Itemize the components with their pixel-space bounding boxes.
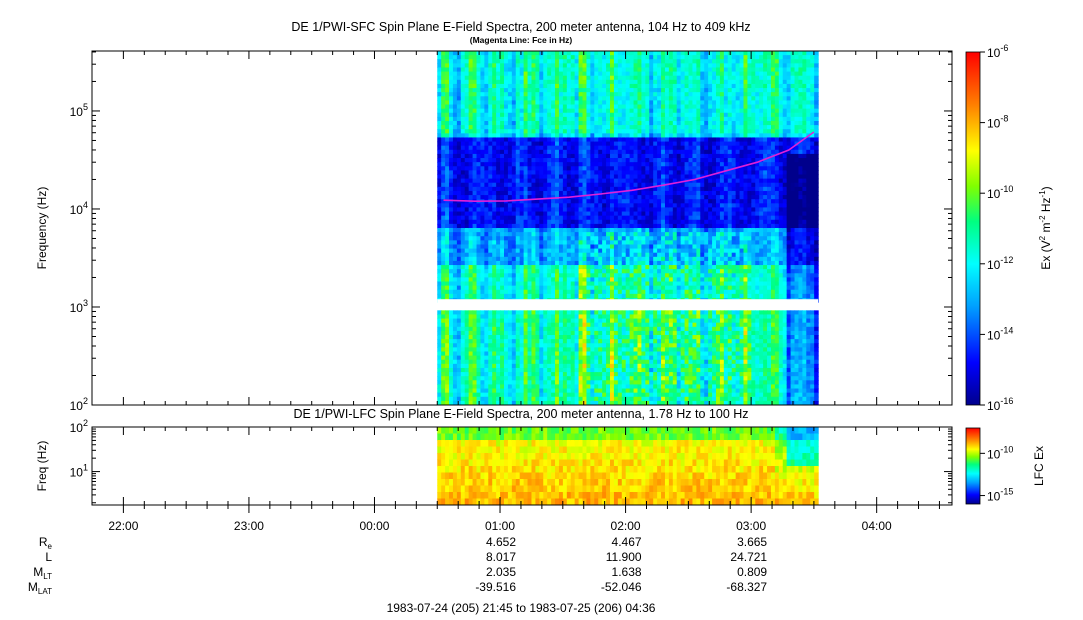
colorbar-tick-label: 10-16	[987, 396, 1013, 413]
time-tick-label: 03:00	[736, 519, 766, 533]
time-axis-labels: 22:00 23:00 00:00 01:00 02:00 03:00 04:00	[108, 519, 892, 533]
colorbar-tick-label: 10-8	[987, 114, 1008, 131]
ephemeris-value: 1.638	[612, 565, 642, 579]
bottom-y-tick-label: 102	[70, 418, 88, 435]
bottom-colorbar-label: LFC Ex	[1032, 446, 1046, 486]
bottom-x-ticks	[122, 427, 940, 513]
top-colorbar-ticks: 10-6 10-8 10-10 10-12 10-14 10-16	[980, 43, 1013, 413]
ephemeris-value: 24.721	[730, 550, 767, 564]
colorbar-tick-label: 10-6	[987, 43, 1008, 60]
top-y-axis-label: Frequency (Hz)	[35, 187, 49, 270]
ephemeris-value: 8.017	[486, 550, 516, 564]
time-tick-label: 00:00	[359, 519, 389, 533]
bottom-spectrogram-data	[437, 427, 819, 505]
bottom-colorbar-ticks: 10-10 10-15	[980, 444, 1013, 504]
ephemeris-value: 3.665	[737, 535, 767, 549]
bottom-panel-title: DE 1/PWI-LFC Spin Plane E-Field Spectra,…	[293, 407, 748, 421]
top-y-axis: 102 103 104 105	[70, 51, 952, 413]
bottom-y-axis: 101 102	[70, 418, 952, 504]
ephemeris-value: -68.327	[726, 580, 767, 594]
fce-magenta-line	[443, 131, 815, 203]
colorbar-tick-label: 10-12	[987, 255, 1013, 272]
bottom-panel-frame	[91, 426, 953, 506]
ephemeris-value: 0.809	[737, 565, 767, 579]
time-tick-label: 01:00	[485, 519, 515, 533]
colorbar-tick-label: 10-10	[987, 444, 1013, 461]
ephemeris-value: 2.035	[486, 565, 516, 579]
time-tick-label: 22:00	[108, 519, 138, 533]
ephemeris-row-label: L	[45, 550, 52, 564]
top-colorbar	[965, 51, 981, 406]
colorbar-tick-label: 10-15	[987, 487, 1013, 504]
top-colorbar-label: Ex (V2 m-2 Hz-1)	[1038, 186, 1053, 269]
time-tick-label: 23:00	[234, 519, 264, 533]
ephemeris-row-label: MLAT	[28, 580, 52, 596]
colorbar-tick-label: 10-10	[987, 184, 1013, 201]
colorbar-tick-label: 10-14	[987, 325, 1013, 342]
time-range-label: 1983-07-24 (205) 21:45 to 1983-07-25 (20…	[387, 601, 656, 615]
ephemeris-row-label: Re	[39, 535, 53, 551]
ephemeris-row-label: MLT	[33, 565, 52, 581]
top-y-tick-label: 105	[70, 102, 88, 119]
bottom-y-tick-label: 101	[70, 463, 88, 480]
ephemeris-value: -52.046	[601, 580, 642, 594]
top-x-ticks	[122, 51, 940, 405]
top-panel-subtitle: (Magenta Line: Fce in Hz)	[470, 35, 573, 45]
bottom-y-axis-label: Freq (Hz)	[35, 441, 49, 492]
top-panel-frame	[91, 50, 953, 406]
time-tick-label: 02:00	[611, 519, 641, 533]
top-y-tick-label: 104	[70, 200, 88, 217]
ephemeris-value: 4.652	[486, 535, 516, 549]
time-tick-label: 04:00	[862, 519, 892, 533]
ephemeris-value: -39.516	[475, 580, 516, 594]
top-y-tick-label: 102	[70, 396, 88, 413]
ephemeris-value: 4.467	[612, 535, 642, 549]
top-panel-title: DE 1/PWI-SFC Spin Plane E-Field Spectra,…	[291, 20, 750, 34]
top-spectrogram-data	[437, 51, 819, 405]
top-y-tick-label: 103	[70, 298, 88, 315]
ephemeris-value: 11.900	[606, 550, 642, 564]
bottom-colorbar	[965, 427, 981, 505]
